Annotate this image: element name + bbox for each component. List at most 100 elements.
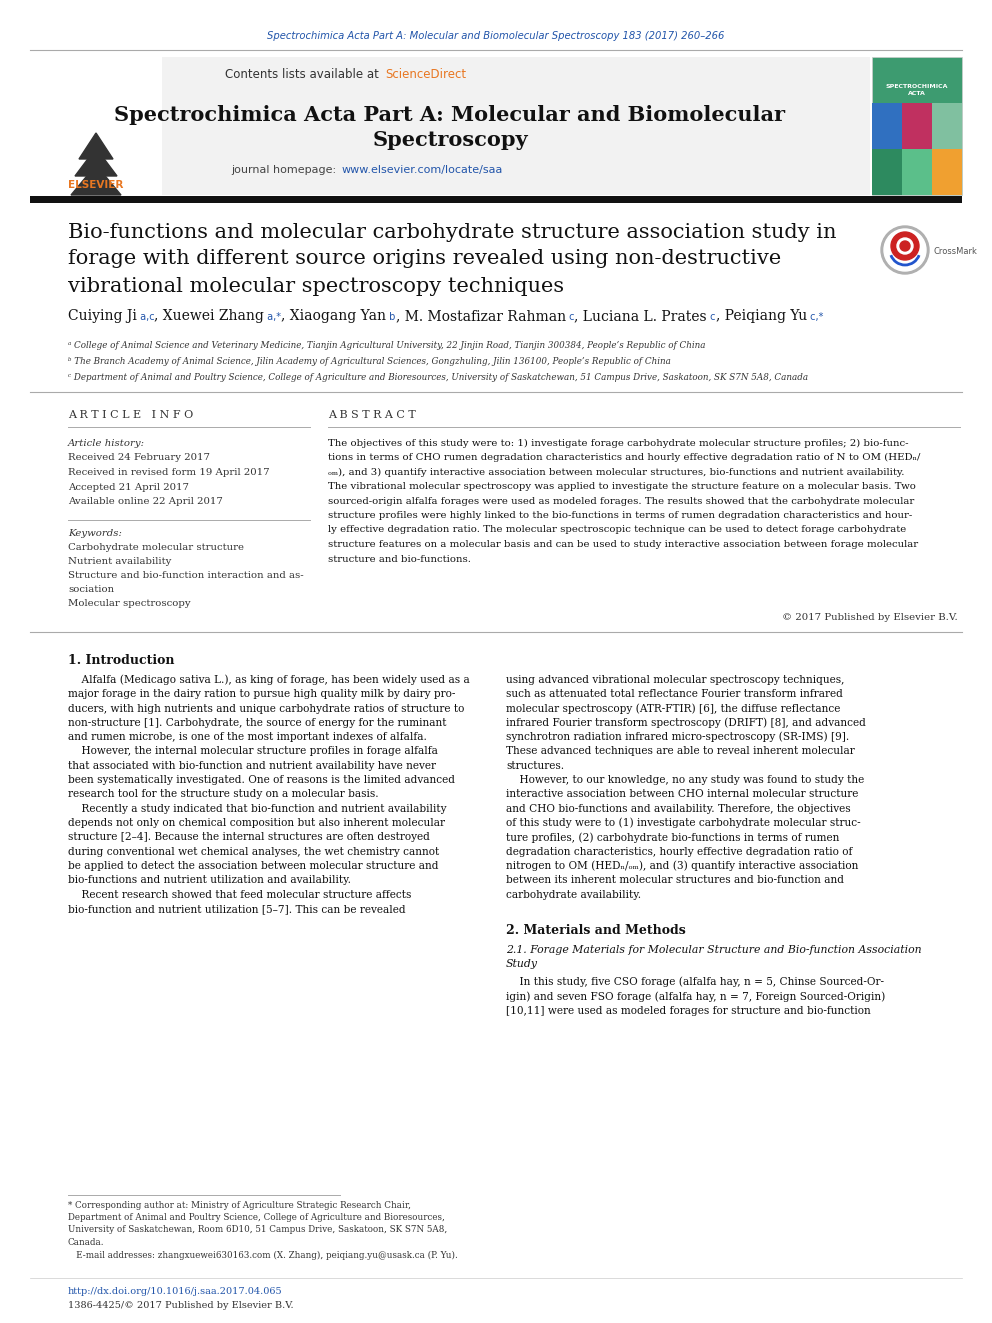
FancyBboxPatch shape: [872, 57, 962, 194]
Text: However, to our knowledge, no any study was found to study the: However, to our knowledge, no any study …: [506, 775, 864, 785]
Text: using advanced vibrational molecular spectroscopy techniques,: using advanced vibrational molecular spe…: [506, 675, 844, 685]
Text: Accepted 21 April 2017: Accepted 21 April 2017: [68, 483, 189, 492]
Text: Structure and bio-function interaction and as-: Structure and bio-function interaction a…: [68, 572, 304, 581]
Text: bio-functions and nutrient utilization and availability.: bio-functions and nutrient utilization a…: [68, 876, 351, 885]
Text: Keywords:: Keywords:: [68, 529, 122, 538]
Text: 2.1. Forage Materials for Molecular Structure and Bio-function Association: 2.1. Forage Materials for Molecular Stru…: [506, 945, 922, 955]
Text: degradation characteristics, hourly effective degradation ratio of: degradation characteristics, hourly effe…: [506, 847, 852, 856]
Text: tions in terms of CHO rumen degradation characteristics and hourly effective deg: tions in terms of CHO rumen degradation …: [328, 452, 921, 462]
Text: ScienceDirect: ScienceDirect: [385, 69, 466, 82]
Text: Recent research showed that feed molecular structure affects: Recent research showed that feed molecul…: [68, 889, 412, 900]
Text: Canada.: Canada.: [68, 1238, 104, 1248]
FancyBboxPatch shape: [30, 57, 870, 194]
Text: 1. Introduction: 1. Introduction: [68, 654, 175, 667]
FancyBboxPatch shape: [872, 103, 902, 149]
FancyBboxPatch shape: [902, 149, 932, 194]
Text: journal homepage:: journal homepage:: [231, 165, 340, 175]
Text: a,*: a,*: [265, 312, 282, 321]
Text: Article history:: Article history:: [68, 439, 145, 448]
Text: nitrogen to OM (HEDₙ/ₒₘ), and (3) quantify interactive association: nitrogen to OM (HEDₙ/ₒₘ), and (3) quanti…: [506, 861, 858, 871]
Text: Molecular spectroscopy: Molecular spectroscopy: [68, 599, 190, 609]
Text: that associated with bio-function and nutrient availability have never: that associated with bio-function and nu…: [68, 761, 436, 771]
Text: of this study were to (1) investigate carbohydrate molecular struc-: of this study were to (1) investigate ca…: [506, 818, 861, 828]
Text: These advanced techniques are able to reveal inherent molecular: These advanced techniques are able to re…: [506, 746, 855, 757]
Text: research tool for the structure study on a molecular basis.: research tool for the structure study on…: [68, 790, 379, 799]
FancyBboxPatch shape: [932, 103, 962, 149]
Text: However, the internal molecular structure profiles in forage alfalfa: However, the internal molecular structur…: [68, 746, 437, 757]
Text: SPECTROCHIMICA
ACTA: SPECTROCHIMICA ACTA: [886, 85, 948, 95]
Text: c: c: [565, 312, 574, 321]
Text: vibrational molecular spectroscopy techniques: vibrational molecular spectroscopy techn…: [68, 277, 564, 295]
Text: structure profiles were highly linked to the bio-functions in terms of rumen deg: structure profiles were highly linked to…: [328, 511, 913, 520]
Circle shape: [891, 232, 919, 261]
Text: forage with different source origins revealed using non-destructive: forage with different source origins rev…: [68, 250, 782, 269]
FancyBboxPatch shape: [932, 149, 962, 194]
Text: be applied to detect the association between molecular structure and: be applied to detect the association bet…: [68, 861, 438, 871]
Text: sociation: sociation: [68, 586, 114, 594]
Text: Study: Study: [506, 959, 538, 968]
FancyBboxPatch shape: [88, 165, 96, 191]
FancyBboxPatch shape: [30, 196, 962, 202]
Text: In this study, five CSO forage (alfalfa hay, n = 5, Chinse Sourced-Or-: In this study, five CSO forage (alfalfa …: [506, 976, 884, 987]
Text: E-mail addresses: zhangxuewei630163.com (X. Zhang), peiqiang.yu@usask.ca (P. Yu): E-mail addresses: zhangxuewei630163.com …: [68, 1250, 457, 1259]
Text: , M. Mostafizar Rahman: , M. Mostafizar Rahman: [396, 310, 565, 323]
Text: non-structure [1]. Carbohydrate, the source of energy for the ruminant: non-structure [1]. Carbohydrate, the sou…: [68, 718, 446, 728]
Text: during conventional wet chemical analyses, the wet chemistry cannot: during conventional wet chemical analyse…: [68, 847, 439, 856]
Text: major forage in the dairy ration to pursue high quality milk by dairy pro-: major forage in the dairy ration to purs…: [68, 689, 455, 700]
Text: b: b: [386, 312, 396, 321]
Circle shape: [884, 229, 926, 271]
Text: , Xuewei Zhang: , Xuewei Zhang: [155, 310, 265, 323]
Text: infrared Fourier transform spectroscopy (DRIFT) [8], and advanced: infrared Fourier transform spectroscopy …: [506, 717, 866, 728]
Text: structures.: structures.: [506, 761, 564, 771]
Text: Recently a study indicated that bio-function and nutrient availability: Recently a study indicated that bio-func…: [68, 803, 446, 814]
FancyBboxPatch shape: [902, 103, 932, 149]
FancyBboxPatch shape: [30, 57, 162, 194]
Text: 1386-4425/© 2017 Published by Elsevier B.V.: 1386-4425/© 2017 Published by Elsevier B…: [68, 1301, 294, 1310]
Text: carbohydrate availability.: carbohydrate availability.: [506, 889, 641, 900]
Circle shape: [900, 241, 910, 251]
Text: c,*: c,*: [806, 312, 823, 321]
Text: , Peiqiang Yu: , Peiqiang Yu: [715, 310, 806, 323]
Text: synchrotron radiation infrared micro-spectroscopy (SR-IMS) [9].: synchrotron radiation infrared micro-spe…: [506, 732, 849, 742]
Polygon shape: [75, 148, 117, 176]
Text: igin) and seven FSO forage (alfalfa hay, n = 7, Foreign Sourced-Origin): igin) and seven FSO forage (alfalfa hay,…: [506, 991, 885, 1002]
Text: sourced-origin alfalfa forages were used as modeled forages. The results showed : sourced-origin alfalfa forages were used…: [328, 496, 915, 505]
Text: * Corresponding author at: Ministry of Agriculture Strategic Research Chair,: * Corresponding author at: Ministry of A…: [68, 1200, 411, 1209]
Text: Nutrient availability: Nutrient availability: [68, 557, 172, 566]
Text: Department of Animal and Poultry Science, College of Agriculture and Bioresource: Department of Animal and Poultry Science…: [68, 1213, 444, 1222]
Text: structure [2–4]. Because the internal structures are often destroyed: structure [2–4]. Because the internal st…: [68, 832, 430, 843]
Text: Spectrochimica Acta Part A: Molecular and Biomolecular Spectroscopy 183 (2017) 2: Spectrochimica Acta Part A: Molecular an…: [267, 30, 725, 41]
Text: such as attenuated total reflectance Fourier transform infrared: such as attenuated total reflectance Fou…: [506, 689, 843, 700]
Text: ᶜ Department of Animal and Poultry Science, College of Agriculture and Bioresour: ᶜ Department of Animal and Poultry Scien…: [68, 373, 808, 381]
Text: Contents lists available at: Contents lists available at: [225, 69, 383, 82]
Text: http://dx.doi.org/10.1016/j.saa.2017.04.065: http://dx.doi.org/10.1016/j.saa.2017.04.…: [68, 1286, 283, 1295]
Text: structure and bio-functions.: structure and bio-functions.: [328, 554, 471, 564]
Text: and CHO bio-functions and availability. Therefore, the objectives: and CHO bio-functions and availability. …: [506, 803, 850, 814]
Text: Alfalfa (Medicago sativa L.), as king of forage, has been widely used as a: Alfalfa (Medicago sativa L.), as king of…: [68, 675, 470, 685]
Text: a,c: a,c: [137, 312, 155, 321]
Text: ELSEVIER: ELSEVIER: [68, 180, 124, 191]
Text: been systematically investigated. One of reasons is the limited advanced: been systematically investigated. One of…: [68, 775, 455, 785]
Text: 2. Materials and Methods: 2. Materials and Methods: [506, 923, 685, 937]
Text: CrossMark: CrossMark: [933, 247, 977, 257]
Text: © 2017 Published by Elsevier B.V.: © 2017 Published by Elsevier B.V.: [783, 613, 958, 622]
Text: Available online 22 April 2017: Available online 22 April 2017: [68, 497, 223, 505]
Text: ₒₘ), and 3) quantify interactive association between molecular structures, bio-f: ₒₘ), and 3) quantify interactive associa…: [328, 467, 905, 476]
Text: The objectives of this study were to: 1) investigate forage carbohydrate molecul: The objectives of this study were to: 1)…: [328, 438, 909, 447]
Text: A R T I C L E   I N F O: A R T I C L E I N F O: [68, 410, 193, 419]
Text: The vibrational molecular spectroscopy was applied to investigate the structure : The vibrational molecular spectroscopy w…: [328, 482, 916, 491]
Text: structure features on a molecular basis and can be used to study interactive ass: structure features on a molecular basis …: [328, 540, 919, 549]
Text: c: c: [707, 312, 715, 321]
Text: depends not only on chemical composition but also inherent molecular: depends not only on chemical composition…: [68, 818, 445, 828]
Polygon shape: [71, 165, 121, 194]
Text: ᵇ The Branch Academy of Animal Science, Jilin Academy of Agricultural Sciences, : ᵇ The Branch Academy of Animal Science, …: [68, 356, 671, 365]
Text: between its inherent molecular structures and bio-function and: between its inherent molecular structure…: [506, 876, 844, 885]
Text: Received 24 February 2017: Received 24 February 2017: [68, 454, 210, 463]
Text: Cuiying Ji: Cuiying Ji: [68, 310, 137, 323]
Text: interactive association between CHO internal molecular structure: interactive association between CHO inte…: [506, 790, 858, 799]
Text: , Luciana L. Prates: , Luciana L. Prates: [574, 310, 707, 323]
Text: Spectroscopy: Spectroscopy: [372, 130, 528, 149]
Text: and rumen microbe, is one of the most important indexes of alfalfa.: and rumen microbe, is one of the most im…: [68, 732, 427, 742]
Text: University of Saskatchewan, Room 6D10, 51 Campus Drive, Saskatoon, SK S7N 5A8,: University of Saskatchewan, Room 6D10, 5…: [68, 1225, 447, 1234]
Text: bio-function and nutrient utilization [5–7]. This can be revealed: bio-function and nutrient utilization [5…: [68, 904, 406, 914]
